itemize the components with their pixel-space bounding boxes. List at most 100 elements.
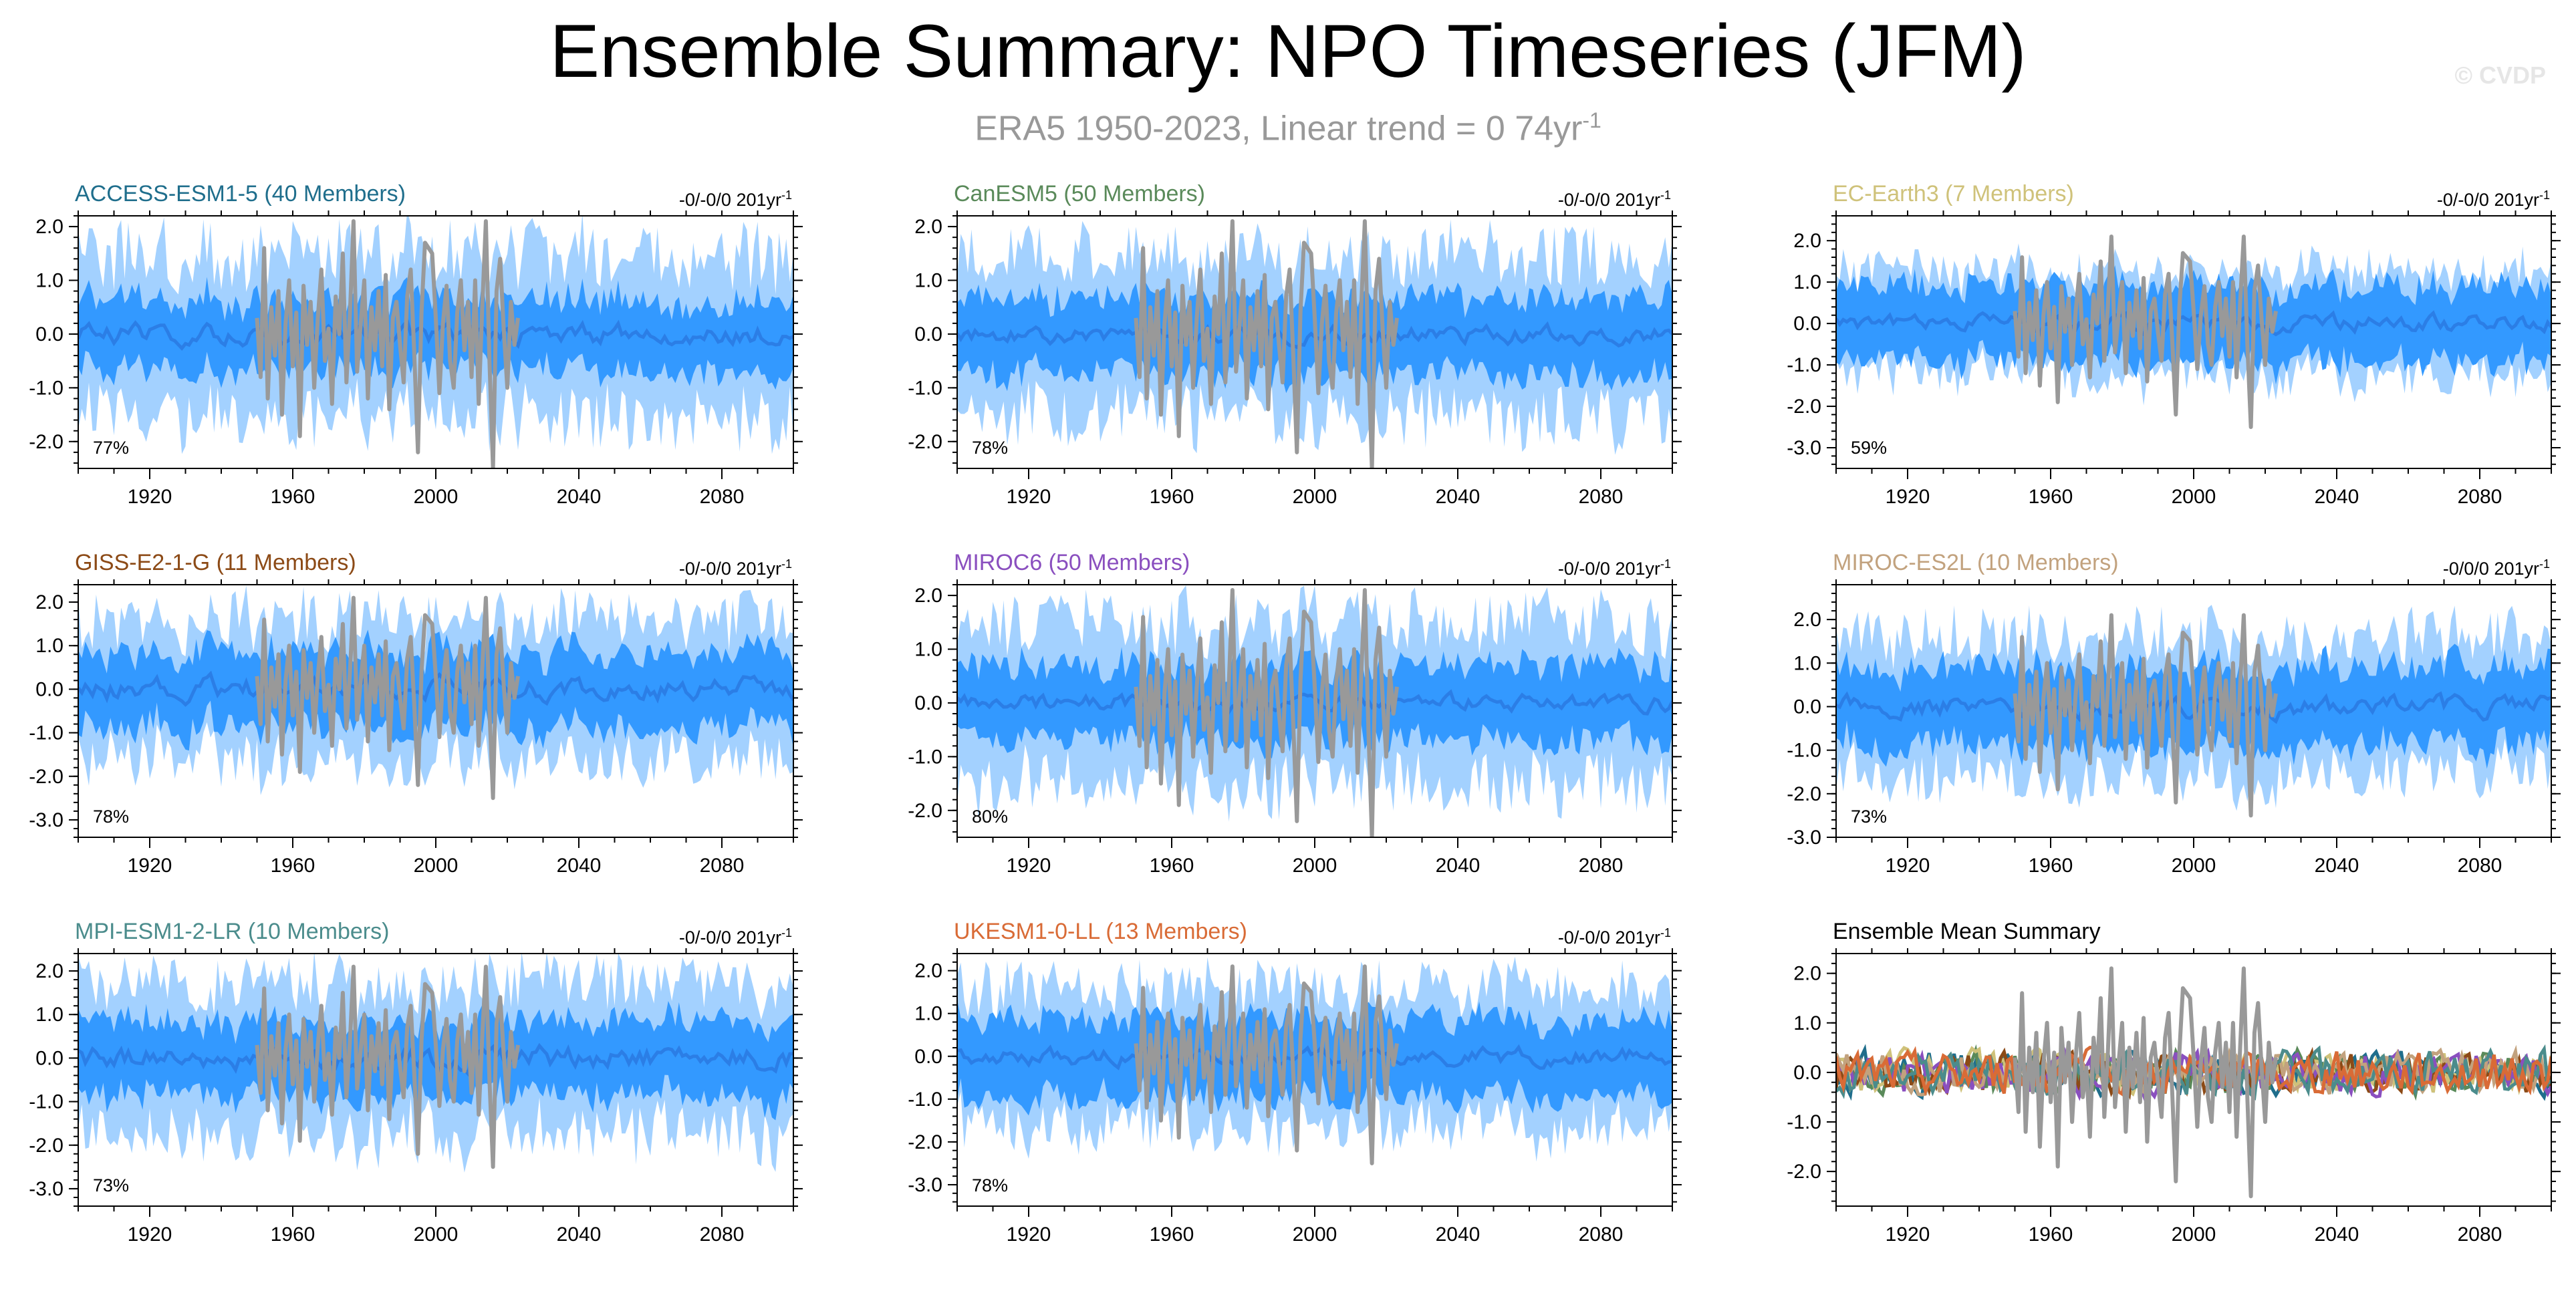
chart-panel-7: MPI-ESM1-2-LR (10 Members) -0/-0/0 201yr-… [29, 917, 906, 1291]
y-tick-label: 0.0 [35, 323, 63, 345]
x-tick-label: 2000 [2172, 1224, 2216, 1246]
panel-title: MIROC6 (50 Members) [954, 550, 1190, 575]
y-tick-label: 1.0 [914, 270, 942, 292]
cvdp-watermark: © CVDP [2454, 61, 2546, 89]
percent-label: 77% [93, 438, 129, 458]
x-tick-label: 2040 [2315, 855, 2359, 877]
x-tick-label: 2000 [1293, 855, 1337, 877]
panel-plot: 1920 1960 2000 2040 2080 2.0 1.0 0.0 -1.0 -2.0 -3.… [1787, 210, 2561, 508]
y-tick-label: -3.0 [1787, 437, 1821, 459]
y-tick-label: -2.0 [1787, 396, 1821, 418]
y-tick-label: 0.0 [914, 692, 942, 714]
trend-exponent: -1 [1660, 188, 1671, 202]
chart-panel-6: MIROC-ES2L (10 Members) -0/0/0 201yr-1 192… [1787, 548, 2576, 922]
x-tick-label: 2080 [700, 486, 745, 508]
y-tick-label: 1.0 [35, 1004, 63, 1026]
y-tick-label: 2.0 [1793, 609, 1821, 631]
panel-title: UKESM1-0-LL (13 Members) [954, 919, 1247, 944]
x-tick-label: 1960 [1150, 1224, 1194, 1246]
trend-text: -0/-0/0 201yr [678, 559, 781, 579]
trend-text: -0/-0/0 201yr [1557, 190, 1660, 210]
x-tick-label: 1960 [271, 1224, 315, 1246]
y-tick-label: -2.0 [908, 1131, 942, 1153]
panel-trend-label: -0/-0/0 201yr-1 [679, 552, 792, 581]
x-tick-label: 1920 [128, 1224, 172, 1246]
y-tick-label: 0.0 [35, 678, 63, 700]
y-tick-label: -1.0 [908, 377, 942, 399]
x-tick-label: 2000 [1293, 486, 1337, 508]
observation-line [2013, 966, 2278, 1199]
trend-text: -0/0/0 201yr [2442, 559, 2539, 579]
y-tick-label: 0.0 [1793, 313, 1821, 335]
observation-line [255, 595, 520, 801]
y-tick-label: 2.0 [35, 591, 63, 613]
trend-exponent: -1 [1660, 557, 1671, 571]
observation-line [1134, 964, 1399, 1165]
x-tick-label: 2040 [1436, 486, 1480, 508]
x-tick-label: 2000 [414, 1224, 459, 1246]
observation-line [1134, 588, 1399, 837]
panel-trend-label: -0/-0/0 201yr-1 [1558, 921, 1671, 950]
y-tick-label: -3.0 [29, 1178, 63, 1200]
percent-label: 78% [93, 807, 129, 827]
y-tick-label: -2.0 [908, 800, 942, 822]
y-tick-label: -1.0 [1787, 740, 1821, 762]
x-tick-label: 1960 [2029, 486, 2073, 508]
y-tick-label: -2.0 [1787, 1161, 1821, 1183]
y-tick-label: 2.0 [914, 585, 942, 607]
trend-text: -0/-0/0 201yr [2436, 190, 2539, 210]
x-tick-label: 2080 [700, 1224, 745, 1246]
x-tick-label: 1960 [271, 486, 315, 508]
y-tick-label: 1.0 [914, 1003, 942, 1025]
trend-exponent: -1 [781, 557, 792, 571]
trend-text: -0/-0/0 201yr [1557, 559, 1660, 579]
y-tick-label: -2.0 [1787, 783, 1821, 805]
observation-line [255, 964, 520, 1169]
panel-title: MPI-ESM1-2-LR (10 Members) [75, 919, 390, 944]
y-tick-label: 2.0 [914, 960, 942, 982]
y-tick-label: -2.0 [29, 766, 63, 788]
percent-label: 80% [972, 807, 1008, 827]
trend-exponent: -1 [1660, 926, 1671, 940]
trend-exponent: -1 [2539, 557, 2550, 571]
y-tick-label: 1.0 [1793, 652, 1821, 674]
chart-panel-5: MIROC6 (50 Members) -0/-0/0 201yr-1 1920 19… [908, 548, 1785, 922]
trend-text: -0/-0/0 201yr [678, 190, 781, 210]
y-tick-label: 0.0 [1793, 1062, 1821, 1084]
x-tick-label: 2040 [1436, 855, 1480, 877]
trend-exponent: -1 [781, 926, 792, 940]
x-tick-label: 1920 [1007, 1224, 1051, 1246]
x-tick-label: 1960 [271, 855, 315, 877]
trend-text: -0/-0/0 201yr [1557, 927, 1660, 948]
x-tick-label: 1960 [2029, 855, 2073, 877]
x-tick-label: 1960 [1150, 855, 1194, 877]
y-tick-label: 2.0 [914, 216, 942, 238]
panel-title: CanESM5 (50 Members) [954, 181, 1206, 206]
x-tick-label: 1960 [2029, 1224, 2073, 1246]
chart-panel-9: Ensemble Mean Summary 1920 1960 2000 2040 208… [1787, 917, 2576, 1291]
panel-trend-label: -0/-0/0 201yr-1 [679, 183, 792, 212]
x-tick-label: 2000 [2172, 855, 2216, 877]
percent-label: 73% [1851, 807, 1887, 827]
trend-exponent: -1 [781, 188, 792, 202]
x-tick-label: 2080 [1579, 1224, 1624, 1246]
chart-panel-8: UKESM1-0-LL (13 Members) -0/-0/0 201yr-1 1… [908, 917, 1785, 1291]
x-tick-label: 2000 [1293, 1224, 1337, 1246]
x-tick-label: 2000 [414, 855, 459, 877]
panel-plot: 1920 1960 2000 2040 2080 2.0 1.0 0.0 -1.0 -2.0 -3.… [29, 948, 803, 1246]
y-tick-label: 0.0 [1793, 696, 1821, 718]
x-tick-label: 2040 [2315, 1224, 2359, 1246]
y-tick-label: -1.0 [908, 746, 942, 768]
panel-title: EC-Earth3 (7 Members) [1833, 181, 2074, 206]
panel-plot: 1920 1960 2000 2040 2080 2.0 1.0 0.0 -1.0 -2.0 78% [908, 210, 1682, 508]
panel-title: ACCESS-ESM1-5 (40 Members) [75, 181, 406, 206]
y-tick-label: -1.0 [1787, 354, 1821, 376]
y-tick-label: 1.0 [914, 639, 942, 661]
percent-label: 59% [1851, 438, 1887, 458]
y-tick-label: -1.0 [29, 377, 63, 399]
x-tick-label: 2080 [2458, 855, 2502, 877]
chart-panel-3: EC-Earth3 (7 Members) -0/-0/0 201yr-1 1920… [1787, 179, 2576, 553]
y-tick-label: -3.0 [908, 1174, 942, 1196]
x-tick-label: 1920 [128, 486, 172, 508]
subtitle-unit-exponent: -1 [1582, 108, 1601, 132]
